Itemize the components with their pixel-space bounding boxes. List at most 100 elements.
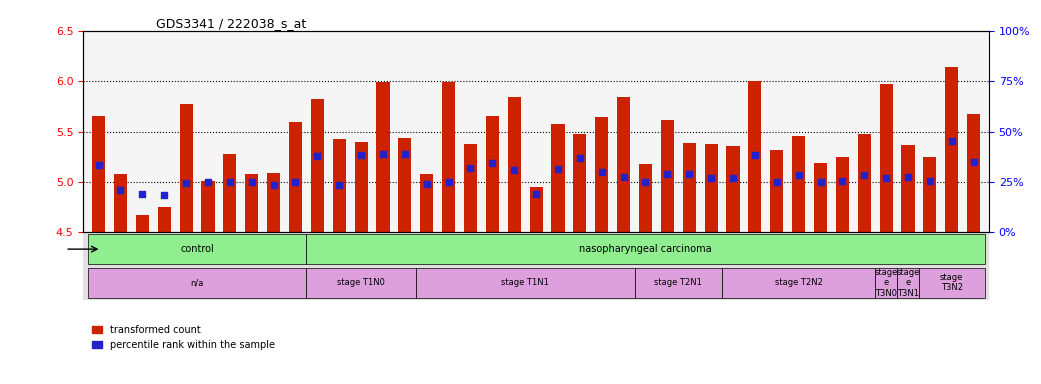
- Bar: [333, 139, 346, 232]
- FancyBboxPatch shape: [87, 268, 306, 298]
- Bar: [201, 181, 214, 232]
- Point: [965, 159, 982, 165]
- Bar: [135, 215, 149, 232]
- Point: [462, 165, 479, 171]
- Point: [287, 179, 304, 185]
- Text: stage T1N1: stage T1N1: [501, 278, 549, 287]
- Bar: [595, 118, 608, 232]
- Bar: [552, 124, 564, 232]
- Bar: [683, 142, 695, 232]
- FancyBboxPatch shape: [919, 268, 985, 298]
- FancyBboxPatch shape: [415, 268, 635, 298]
- Point: [899, 174, 916, 180]
- Point: [506, 167, 523, 173]
- Bar: [967, 114, 981, 232]
- Point: [265, 182, 282, 188]
- Point: [768, 179, 785, 185]
- Point: [375, 151, 391, 157]
- Text: n/a: n/a: [191, 278, 204, 287]
- Bar: [157, 207, 171, 232]
- Point: [397, 151, 413, 157]
- Bar: [223, 154, 236, 232]
- Point: [134, 191, 151, 197]
- Bar: [727, 146, 739, 232]
- FancyBboxPatch shape: [306, 268, 415, 298]
- Point: [878, 175, 894, 181]
- Bar: [814, 163, 827, 232]
- Text: stage
e
T3N0: stage e T3N0: [874, 268, 897, 298]
- Text: stage T1N0: stage T1N0: [337, 278, 385, 287]
- Text: nasopharyngeal carcinoma: nasopharyngeal carcinoma: [579, 244, 712, 254]
- Point: [681, 171, 697, 177]
- Bar: [923, 157, 937, 232]
- Point: [244, 179, 260, 185]
- Point: [222, 179, 238, 185]
- Bar: [486, 116, 499, 232]
- FancyBboxPatch shape: [875, 268, 897, 298]
- Bar: [355, 142, 367, 232]
- Point: [200, 179, 217, 185]
- Bar: [92, 116, 105, 232]
- Point: [528, 191, 544, 197]
- Point: [353, 152, 370, 158]
- Point: [91, 162, 107, 168]
- Bar: [661, 121, 674, 232]
- Text: stage
T3N2: stage T3N2: [940, 273, 964, 293]
- Point: [812, 179, 829, 185]
- Bar: [574, 134, 586, 232]
- Bar: [902, 145, 915, 232]
- Point: [331, 182, 348, 188]
- Point: [550, 166, 566, 172]
- FancyBboxPatch shape: [306, 234, 985, 264]
- Point: [418, 181, 435, 187]
- Text: GDS3341 / 222038_s_at: GDS3341 / 222038_s_at: [156, 17, 306, 30]
- Bar: [705, 144, 717, 232]
- Point: [615, 174, 632, 180]
- Point: [484, 160, 501, 166]
- Bar: [639, 164, 652, 232]
- Bar: [530, 187, 542, 232]
- Bar: [246, 174, 258, 232]
- Point: [156, 192, 173, 198]
- Bar: [508, 97, 520, 232]
- Bar: [748, 81, 761, 232]
- Bar: [945, 67, 959, 232]
- Point: [834, 178, 850, 184]
- Text: control: control: [180, 244, 213, 254]
- Point: [178, 180, 195, 186]
- Bar: [311, 99, 324, 232]
- Point: [593, 169, 610, 175]
- Bar: [289, 122, 302, 232]
- FancyBboxPatch shape: [635, 268, 722, 298]
- Bar: [377, 82, 389, 232]
- Text: stage T2N2: stage T2N2: [775, 278, 822, 287]
- Text: stage
e
T3N1: stage e T3N1: [896, 268, 919, 298]
- Point: [440, 179, 457, 185]
- Bar: [421, 174, 433, 232]
- Bar: [268, 173, 280, 232]
- Bar: [836, 157, 849, 232]
- Bar: [617, 97, 630, 232]
- Point: [572, 155, 588, 161]
- Bar: [858, 134, 871, 232]
- Point: [856, 172, 872, 178]
- Bar: [113, 174, 127, 232]
- Point: [725, 175, 741, 181]
- Bar: [399, 137, 411, 232]
- Point: [746, 152, 763, 158]
- Bar: [792, 136, 805, 232]
- Text: stage T2N1: stage T2N1: [655, 278, 703, 287]
- Point: [921, 178, 938, 184]
- Bar: [880, 84, 893, 232]
- Point: [703, 175, 719, 181]
- Point: [637, 179, 654, 185]
- FancyBboxPatch shape: [87, 234, 306, 264]
- Bar: [442, 82, 455, 232]
- FancyBboxPatch shape: [722, 268, 875, 298]
- FancyBboxPatch shape: [897, 268, 919, 298]
- Point: [659, 171, 676, 177]
- Point: [112, 187, 129, 193]
- Point: [790, 172, 807, 178]
- Point: [943, 137, 960, 144]
- Bar: [179, 104, 193, 232]
